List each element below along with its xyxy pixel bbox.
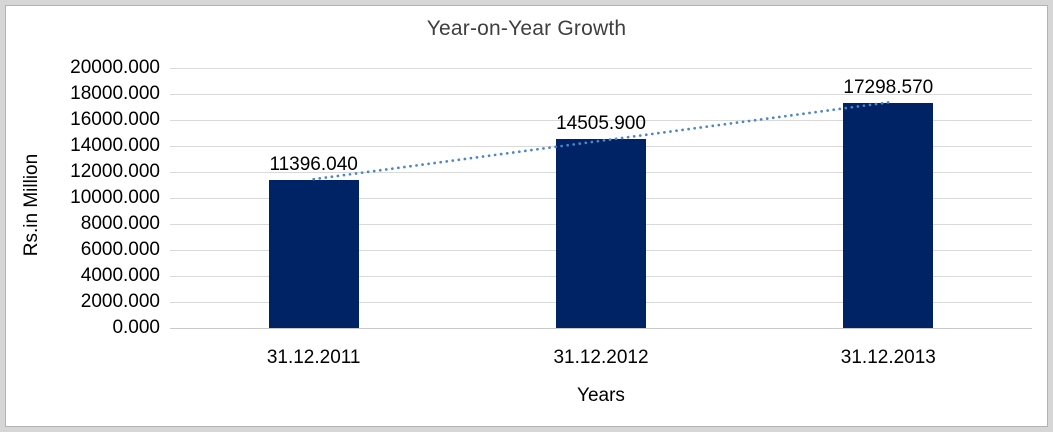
y-axis-tick-label: 8000.000 [80,213,160,234]
x-axis-category-label: 31.12.2011 [266,347,361,368]
bar-value-label: 17298.570 [843,77,934,99]
y-axis-tick-label: 12000.000 [70,161,160,182]
y-axis-tick-label: 0.000 [112,317,160,338]
x-axis-line [170,327,1032,329]
y-axis-tick-label: 14000.000 [70,135,160,156]
y-axis-tick-label: 20000.000 [70,57,160,78]
x-axis-title: Years [577,385,625,406]
y-axis-tick-label: 16000.000 [70,109,160,130]
y-axis-tick-label: 2000.000 [80,291,160,312]
x-axis-category-label: 31.12.2012 [553,347,649,368]
gridline [170,93,1032,95]
chart-title: Year-on-Year Growth [426,17,627,40]
gridline [170,67,1032,69]
bar [556,139,646,328]
x-axis-category-label: 31.12.2013 [840,347,936,368]
bar-value-label: 14505.900 [556,113,646,135]
bar [268,179,359,328]
y-axis-tick-label: 6000.000 [80,239,160,260]
y-axis-tick-label: 4000.000 [80,265,160,286]
plot-area: 11396.040 14505.900 17298.570 [170,67,1032,329]
bar-value-label: 11396.040 [269,153,358,175]
y-axis-tick-label: 10000.000 [70,187,160,208]
y-axis-tick-label: 18000.000 [70,83,160,104]
bar [843,103,934,328]
